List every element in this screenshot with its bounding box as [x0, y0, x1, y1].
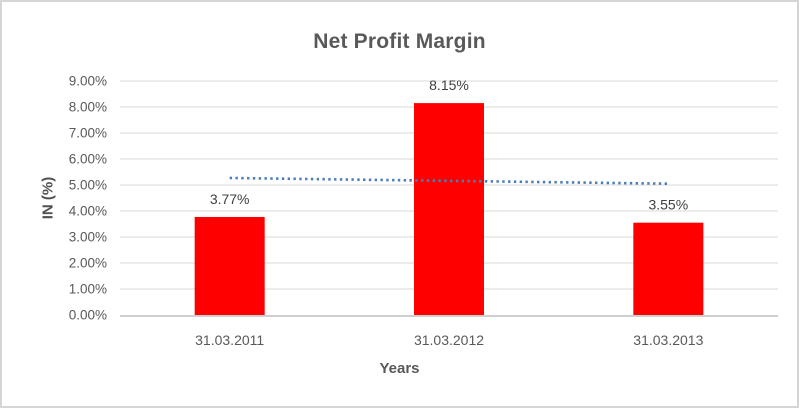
y-tick-label: 7.00% [69, 126, 107, 141]
y-tick-label: 8.00% [69, 100, 107, 115]
y-tick-label: 0.00% [69, 308, 107, 323]
y-tick-label: 3.00% [69, 230, 107, 245]
x-tick-label: 31.03.2011 [195, 332, 264, 348]
x-tick-label: 31.03.2013 [633, 332, 703, 348]
bar-31.03.2013 [633, 222, 704, 315]
y-tick-label: 4.00% [69, 204, 107, 219]
y-tick-label: 1.00% [69, 282, 107, 297]
trendline [229, 176, 669, 185]
x-tick-label: 31.03.2012 [414, 332, 484, 348]
bar-31.03.2011 [194, 216, 265, 315]
x-axis-title: Years [379, 360, 420, 377]
y-tick-label: 9.00% [69, 74, 107, 89]
y-tick-label: 2.00% [69, 256, 107, 271]
y-axis-title: IN (%) [39, 176, 57, 220]
data-label: 8.15% [429, 77, 469, 93]
y-tick-label: 6.00% [69, 152, 107, 167]
bar-31.03.2012 [414, 103, 484, 315]
data-label: 3.55% [648, 197, 688, 213]
y-tick-label: 5.00% [69, 178, 107, 193]
data-label: 3.77% [210, 191, 250, 207]
chart-title: Net Profit Margin [313, 30, 486, 53]
